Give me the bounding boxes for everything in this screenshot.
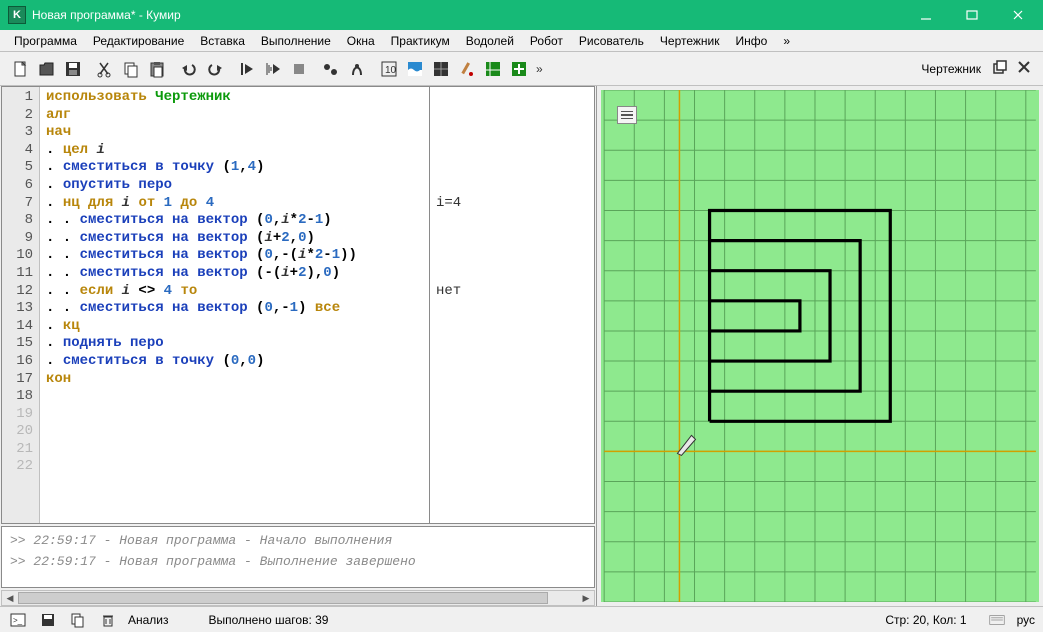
menu-item-3[interactable]: Выполнение [253, 32, 339, 50]
trash-icon[interactable] [98, 610, 118, 630]
redo-button[interactable] [204, 58, 226, 80]
horizontal-scrollbar[interactable]: ◀ ▶ [1, 590, 595, 606]
water-button[interactable] [404, 58, 426, 80]
main-area: 12345678910111213141516171819202122 испо… [0, 86, 1043, 606]
menu-item-6[interactable]: Водолей [458, 32, 522, 50]
language-label[interactable]: рус [1017, 613, 1035, 627]
menu-item-0[interactable]: Программа [6, 32, 85, 50]
menu-item-9[interactable]: Чертежник [652, 32, 728, 50]
copy-button[interactable] [120, 58, 142, 80]
actor1-button[interactable] [320, 58, 342, 80]
open-file-button[interactable] [36, 58, 58, 80]
paste-button[interactable] [146, 58, 168, 80]
statusbar: >_ Анализ Выполнено шагов: 39 Стр: 20, К… [0, 606, 1043, 632]
scroll-left-button[interactable]: ◀ [2, 591, 18, 605]
new-file-button[interactable] [10, 58, 32, 80]
menu-item-10[interactable]: Инфо [728, 32, 776, 50]
close-panel-button[interactable] [1017, 60, 1031, 77]
copy-icon[interactable] [68, 610, 88, 630]
grid1-button[interactable]: 10 [378, 58, 400, 80]
window-title: Новая программа* - Кумир [32, 8, 903, 22]
analysis-label: Анализ [128, 613, 169, 627]
greenfill-button[interactable] [482, 58, 504, 80]
drawer-panel-title: Чертежник [921, 62, 981, 76]
scrollbar-thumb[interactable] [18, 592, 548, 604]
editor-column: 12345678910111213141516171819202122 испо… [0, 86, 597, 606]
menu-item-11[interactable]: » [775, 32, 798, 50]
svg-text:>_: >_ [13, 616, 23, 625]
close-button[interactable] [995, 0, 1041, 30]
maximize-button[interactable] [949, 0, 995, 30]
drawer-canvas[interactable] [601, 90, 1039, 602]
stop-button[interactable] [288, 58, 310, 80]
save-icon[interactable] [38, 610, 58, 630]
popout-button[interactable] [993, 60, 1007, 77]
menu-item-8[interactable]: Рисователь [571, 32, 652, 50]
toolbar-more-button[interactable]: » [536, 62, 543, 76]
save-file-button[interactable] [62, 58, 84, 80]
step-button[interactable] [262, 58, 284, 80]
menu-item-7[interactable]: Робот [522, 32, 571, 50]
keyboard-icon[interactable] [987, 610, 1007, 630]
drawer-svg [601, 90, 1039, 602]
svg-text:10: 10 [385, 65, 397, 76]
terminal-icon[interactable]: >_ [8, 610, 28, 630]
titlebar: K Новая программа* - Кумир [0, 0, 1043, 30]
toolbar: 10 » Чертежник [0, 52, 1043, 86]
drawer-panel [597, 86, 1043, 606]
cursor-position: Стр: 20, Кол: 1 [885, 613, 966, 627]
app-icon: K [8, 6, 26, 24]
actor2-button[interactable] [346, 58, 368, 80]
scroll-right-button[interactable]: ▶ [578, 591, 594, 605]
margin-notes: i=4 нет [429, 87, 594, 523]
menu-item-4[interactable]: Окна [339, 32, 383, 50]
code-editor[interactable]: 12345678910111213141516171819202122 испо… [1, 86, 595, 524]
cut-button[interactable] [94, 58, 116, 80]
minimize-button[interactable] [903, 0, 949, 30]
menu-item-2[interactable]: Вставка [192, 32, 253, 50]
menu-item-5[interactable]: Практикум [383, 32, 458, 50]
greenplus-button[interactable] [508, 58, 530, 80]
run-button[interactable] [236, 58, 258, 80]
menu-item-1[interactable]: Редактирование [85, 32, 192, 50]
menubar: ПрограммаРедактированиеВставкаВыполнение… [0, 30, 1043, 52]
paint-button[interactable] [456, 58, 478, 80]
code-text[interactable]: использовать Чертежникалгнач . цел i . с… [40, 87, 429, 523]
canvas-menu-icon[interactable] [617, 106, 637, 124]
console-output[interactable]: >> 22:59:17 - Новая программа - Начало в… [1, 526, 595, 588]
grid2-button[interactable] [430, 58, 452, 80]
undo-button[interactable] [178, 58, 200, 80]
line-gutter: 12345678910111213141516171819202122 [2, 87, 40, 523]
steps-label: Выполнено шагов: 39 [209, 613, 329, 627]
